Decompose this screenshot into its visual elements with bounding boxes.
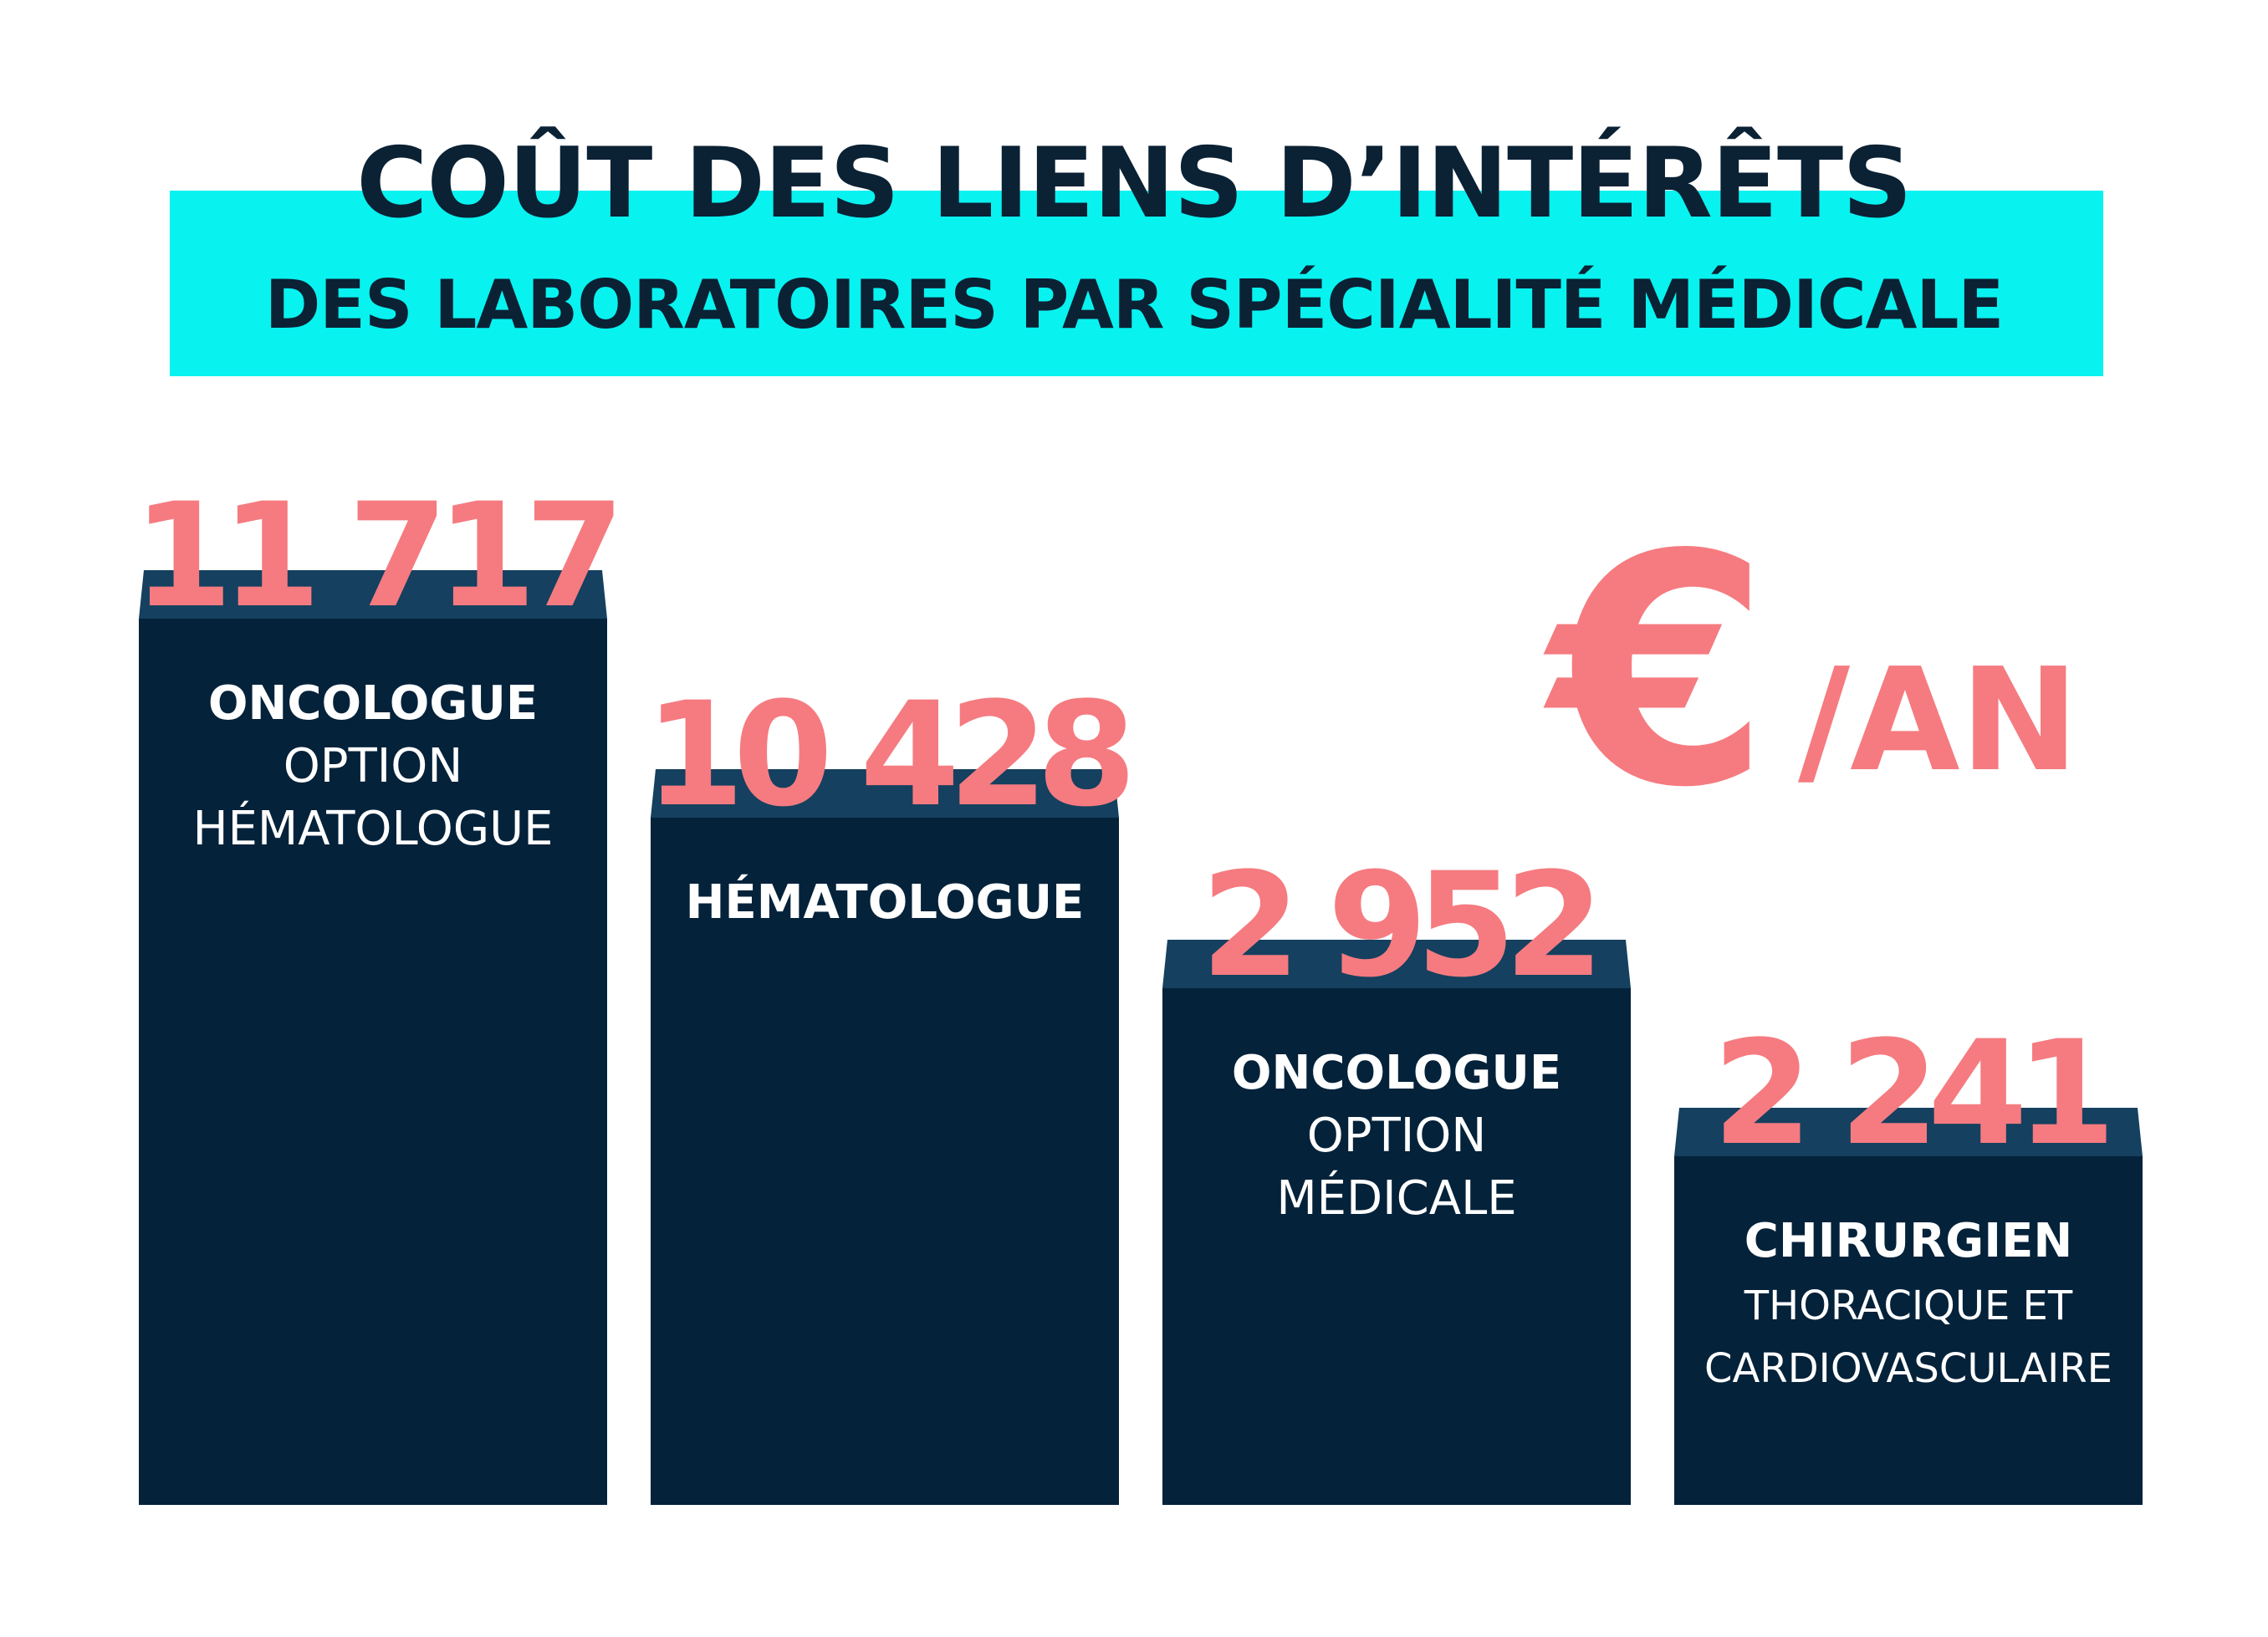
bar-group: 2 952 ONCOLOGUE OPTION MÉDICALE [1162, 841, 1631, 1505]
value-label: 2 241 [1713, 1009, 2107, 1177]
bar-group: 10 428 HÉMATOLOGUE [645, 671, 1140, 1505]
category-label: ONCOLOGUE [1232, 1046, 1561, 1100]
bars-layer: 11 717 ONCOLOGUE OPTION HÉMATOLOGUE 10 428 HÉ… [133, 472, 2143, 1505]
category-label: ONCOLOGUE [208, 676, 538, 731]
category-label-line: CARDIOVASCULAIRE [1704, 1345, 2112, 1392]
value-label: 11 717 [133, 472, 614, 640]
per-year-label: /AN [1798, 638, 2079, 803]
category-label-line: OPTION [284, 739, 463, 793]
value-label: 10 428 [645, 671, 1129, 839]
category-label-line: HÉMATOLOGUE [192, 802, 553, 856]
value-label: 2 952 [1201, 841, 1593, 1009]
chart-subtitle: DES LABORATOIRES PAR SPÉCIALITÉ MÉDICALE [264, 266, 2004, 344]
bar-cap [651, 769, 1119, 818]
bar [139, 619, 607, 1505]
category-label: CHIRURGIEN [1744, 1214, 2072, 1268]
category-label-line: THORACIQUE ET [1744, 1283, 2073, 1329]
bar-cap [139, 570, 607, 619]
bar-group: 11 717 ONCOLOGUE OPTION HÉMATOLOGUE [133, 472, 625, 1505]
unit-label: € /AN [1540, 487, 2079, 857]
bar-group: 2 241 CHIRURGIEN THORACIQUE ET CARDIOVASCUL… [1674, 1009, 2143, 1505]
bar [1162, 988, 1631, 1505]
euro-symbol: € [1540, 487, 1770, 857]
bar [651, 818, 1119, 1505]
bar-cap [1674, 1108, 2143, 1156]
category-label: HÉMATOLOGUE [686, 875, 1085, 930]
title-highlight-band [170, 191, 2103, 376]
category-label-line: MÉDICALE [1276, 1171, 1516, 1226]
bar-cap [1162, 940, 1631, 988]
category-label-line: OPTION [1307, 1109, 1487, 1163]
bar [1674, 1156, 2143, 1505]
chart-title: COÛT DES LIENS D’INTÉRÊTS [356, 127, 1912, 240]
